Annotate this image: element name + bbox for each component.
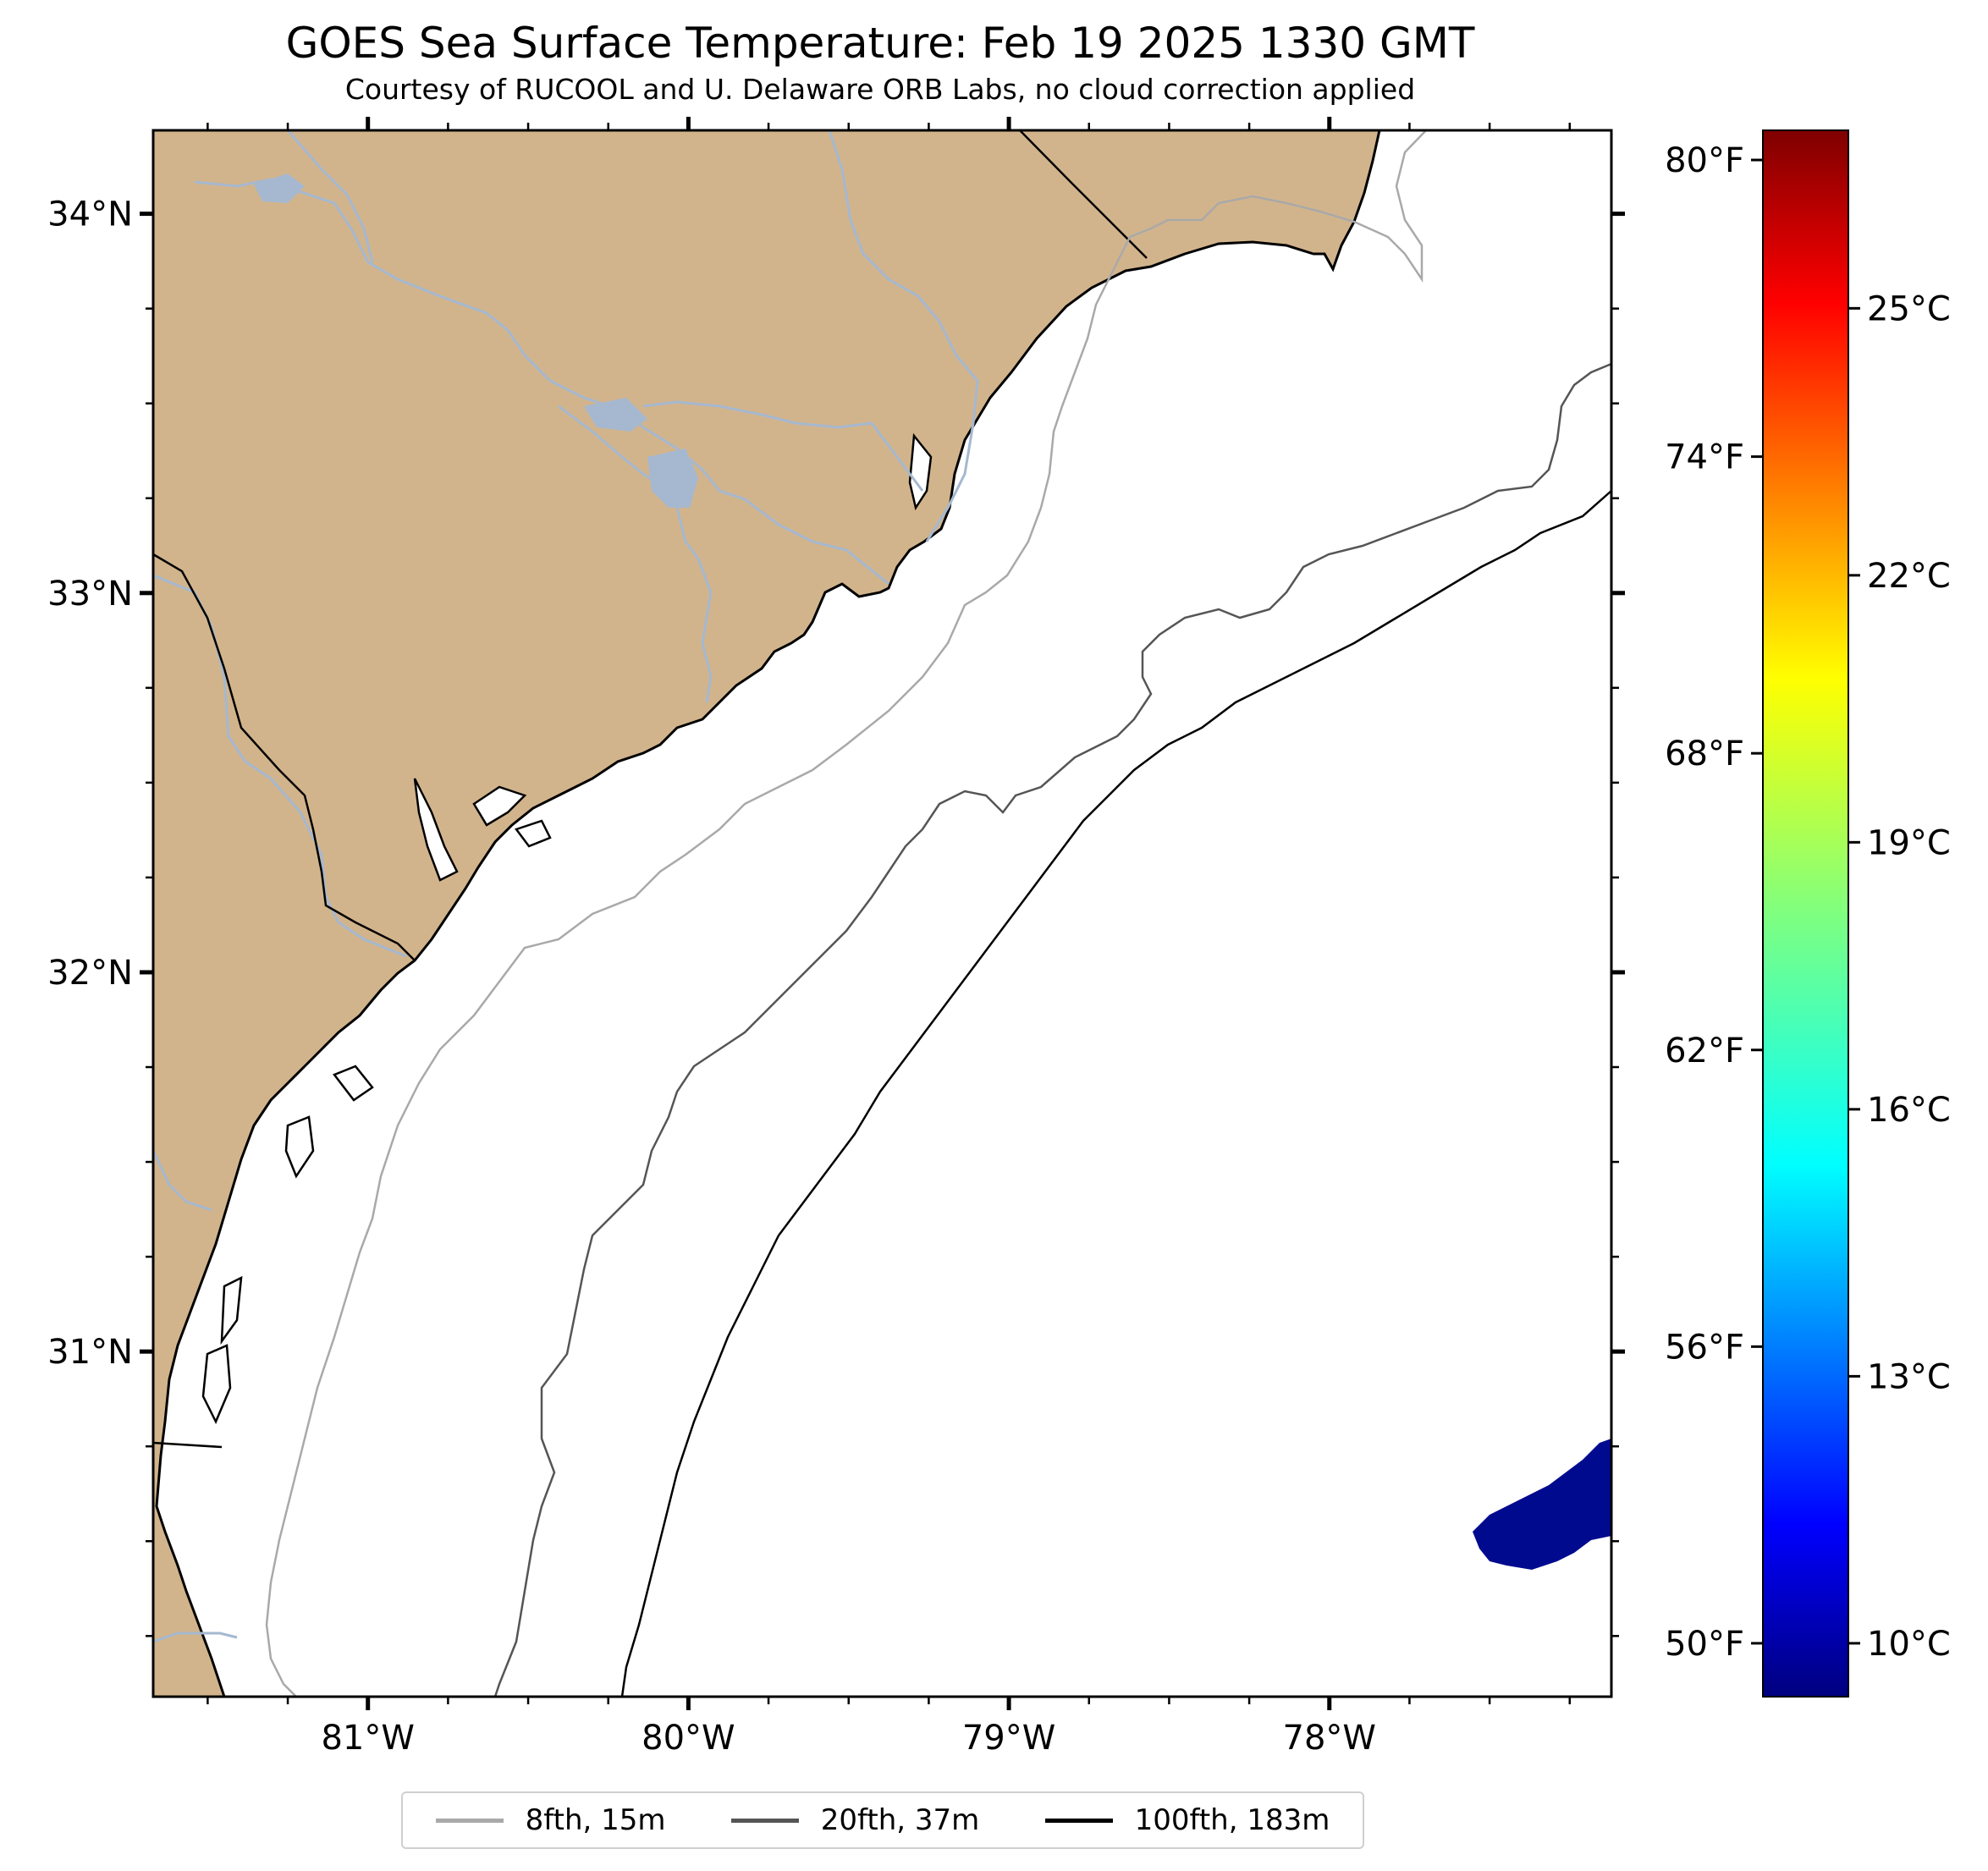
cbar-f-label: 80°F bbox=[1665, 141, 1744, 180]
lon-tick-label: 79°W bbox=[962, 1719, 1055, 1758]
lat-tick-label: 34°N bbox=[47, 195, 133, 234]
cbar-f-label: 74°F bbox=[1665, 438, 1744, 477]
legend-swatch-100fth bbox=[1044, 1818, 1113, 1823]
legend-item-100fth: 100fth, 183m bbox=[1044, 1803, 1330, 1837]
cbar-c-label: 22°C bbox=[1867, 557, 1951, 596]
legend-item-8fth: 8fth, 15m bbox=[435, 1803, 666, 1837]
legend-label-20fth: 20fth, 37m bbox=[820, 1803, 980, 1837]
map-frame bbox=[151, 129, 1613, 1698]
legend-swatch-8fth bbox=[435, 1818, 504, 1823]
lat-tick-label: 33°N bbox=[47, 575, 133, 614]
colorbar bbox=[1762, 129, 1849, 1698]
colorbar-celsius-axis: 10°C 13°C 16°C 19°C 22°C 25°C bbox=[1848, 289, 1951, 1664]
cbar-c-label: 16°C bbox=[1867, 1091, 1951, 1130]
cbar-c-label: 25°C bbox=[1867, 289, 1951, 328]
isobath-8fth bbox=[265, 130, 1427, 1697]
isobath-20fth bbox=[493, 362, 1611, 1697]
cbar-f-label: 56°F bbox=[1665, 1328, 1744, 1367]
legend-item-20fth: 20fth, 37m bbox=[730, 1803, 980, 1837]
longitude-axis: 81°W 80°W 79°W 78°W bbox=[321, 117, 1376, 1758]
colorbar-fahrenheit-axis: 50°F 56°F 62°F 68°F 74°F 80°F bbox=[1665, 141, 1763, 1664]
state-borders bbox=[153, 130, 1148, 1449]
cbar-f-label: 62°F bbox=[1665, 1032, 1744, 1070]
coastal-inlets bbox=[201, 432, 933, 1424]
lon-tick-label: 81°W bbox=[321, 1719, 414, 1758]
latitude-axis: 34°N 33°N 32°N 31°N bbox=[47, 195, 1625, 1372]
isobath-legend: 8fth, 15m 20fth, 37m 100fth, 183m bbox=[401, 1791, 1364, 1849]
land-area bbox=[153, 130, 1381, 1697]
lat-tick-label: 31°N bbox=[47, 1333, 133, 1372]
chart-subtitle: Courtesy of RUCOOL and U. Delaware ORB L… bbox=[344, 73, 1416, 106]
map-area bbox=[153, 130, 1611, 1697]
lon-tick-label: 78°W bbox=[1283, 1719, 1376, 1758]
legend-label-8fth: 8fth, 15m bbox=[525, 1803, 666, 1837]
lakes bbox=[254, 173, 698, 508]
cbar-c-label: 19°C bbox=[1867, 823, 1951, 862]
cbar-c-label: 10°C bbox=[1867, 1625, 1951, 1664]
cbar-c-label: 13°C bbox=[1867, 1357, 1951, 1396]
legend-label-100fth: 100fth, 183m bbox=[1134, 1803, 1330, 1837]
minor-ticks bbox=[146, 123, 1619, 1704]
cbar-f-label: 68°F bbox=[1665, 735, 1744, 773]
sst-patch bbox=[1473, 1439, 1611, 1570]
lat-tick-label: 32°N bbox=[47, 954, 133, 993]
lon-tick-label: 80°W bbox=[642, 1719, 735, 1758]
isobath-100fth bbox=[620, 490, 1611, 1697]
chart-title: GOES Sea Surface Temperature: Feb 19 202… bbox=[285, 19, 1475, 68]
legend-swatch-20fth bbox=[730, 1818, 799, 1823]
cbar-f-label: 50°F bbox=[1665, 1625, 1744, 1664]
